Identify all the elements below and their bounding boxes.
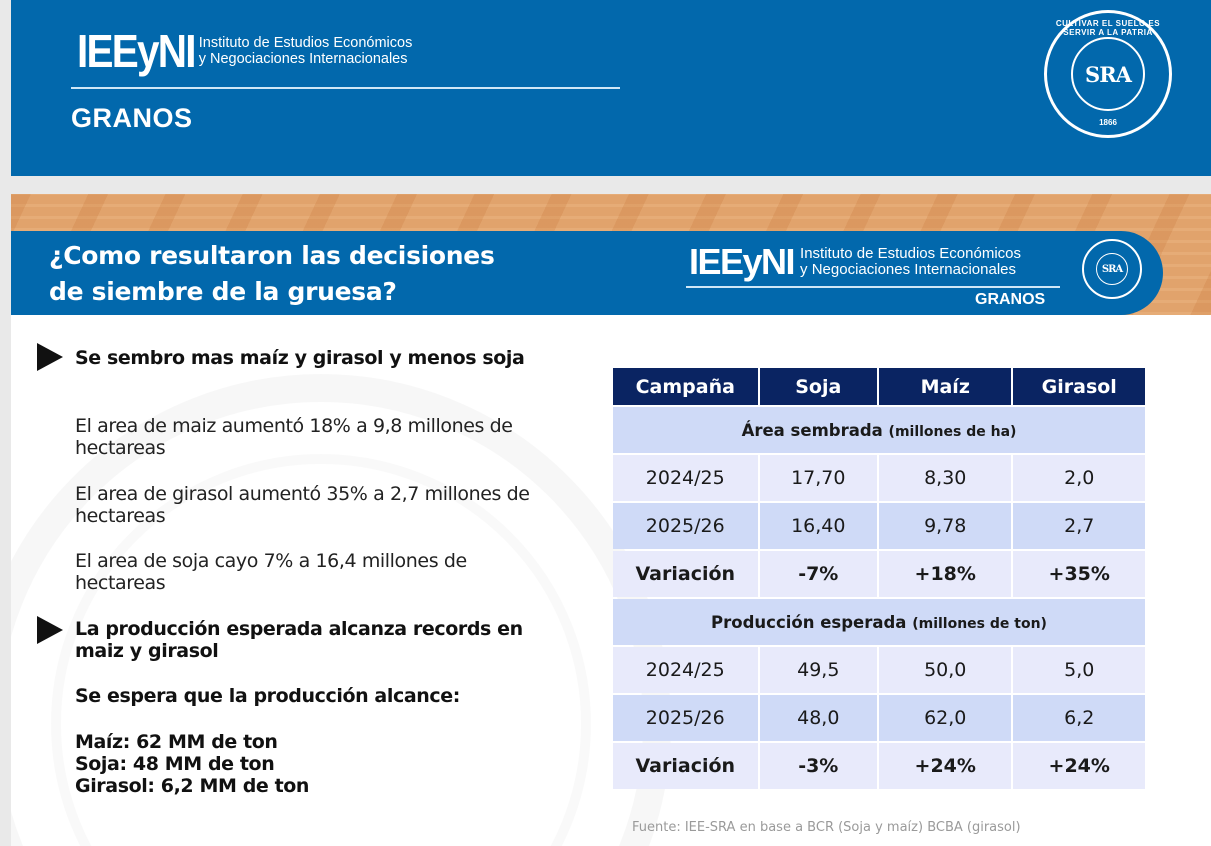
bullet-paragraph: El area de girasol aumentó 35% a 2,7 mil… [75, 483, 530, 527]
table-header-row: Campaña Soja Maíz Girasol [613, 368, 1145, 405]
variation-row: Variación -3% +24% +24% [613, 743, 1145, 789]
seal-inner-ring: SRA [1071, 37, 1145, 111]
production-item: Maíz: 62 MM de ton [75, 731, 278, 753]
source-note: Fuente: IEE-SRA en base a BCR (Soja y ma… [632, 820, 1021, 835]
production-item: Soja: 48 MM de ton [75, 753, 275, 775]
divider [686, 286, 1060, 288]
crop-data-table: Campaña Soja Maíz Girasol Área sembrada … [611, 366, 1147, 791]
top-header: IEEyNI Instituto de Estudios Económicos … [11, 0, 1211, 176]
bullet-arrow-icon [37, 343, 63, 371]
table-cell: Variación [613, 743, 758, 789]
table-cell: 17,70 [759, 455, 877, 501]
variation-row: Variación -7% +18% +35% [613, 551, 1145, 597]
column-header: Campaña [613, 368, 758, 405]
bullet-arrow-icon [37, 616, 63, 644]
logo-subtitle-line1: Instituto de Estudios Económicos [800, 245, 1021, 262]
section-title: Área sembrada (millones de ha) [613, 407, 1145, 453]
section-label: GRANOS [975, 291, 1046, 308]
seal-inner-ring: SRA [1096, 253, 1128, 285]
brand-badge [671, 231, 1163, 315]
slide-title-line2: de siembre de la gruesa? [49, 277, 397, 306]
logo-subtitle: Instituto de Estudios Económicos y Negoc… [800, 246, 1021, 278]
table-row: 2024/25 49,5 50,0 5,0 [613, 647, 1145, 693]
section-title-text: Producción esperada [711, 612, 907, 632]
slide-title: ¿Como resultaron las decisiones de siemb… [49, 238, 495, 310]
logo-mark: IEEyNI [689, 241, 796, 282]
table-row: 2025/26 16,40 9,78 2,7 [613, 503, 1145, 549]
slide: ¿Como resultaron las decisiones de siemb… [11, 194, 1211, 846]
column-header: Girasol [1013, 368, 1145, 405]
table-cell: 50,0 [878, 647, 1012, 693]
table-cell: 9,78 [878, 503, 1012, 549]
table-cell: 2025/26 [613, 503, 758, 549]
section-row: Producción esperada (millones de ton) [613, 599, 1145, 645]
table-cell: 2024/25 [613, 455, 758, 501]
table-cell: 16,40 [759, 503, 877, 549]
table-cell: 5,0 [1013, 647, 1145, 693]
section-label: GRANOS [71, 103, 193, 133]
seal-center-text: SRA [1101, 263, 1123, 275]
table-cell: +24% [1013, 743, 1145, 789]
table-cell: 2025/26 [613, 695, 758, 741]
logo-subtitle: Instituto de Estudios Económicos y Negoc… [199, 35, 413, 67]
ieeyni-logo: IEEyNI Instituto de Estudios Económicos … [77, 28, 412, 74]
section-unit: (millones de ha) [888, 423, 1017, 440]
bullet-heading: Se sembro mas maíz y girasol y menos soj… [75, 347, 525, 369]
ieeyni-logo-small: IEEyNI Instituto de Estudios Económicos … [689, 244, 1021, 280]
production-item: Girasol: 6,2 MM de ton [75, 775, 310, 797]
seal-ring-text: CULTIVAR EL SUELO ES SERVIR A LA PATRIA [1055, 19, 1161, 37]
sra-seal-icon: CULTIVAR EL SUELO ES SERVIR A LA PATRIA … [1044, 10, 1172, 138]
seal-year: 1866 [1099, 118, 1117, 127]
table-cell: +24% [878, 743, 1012, 789]
table-cell: 6,2 [1013, 695, 1145, 741]
table-cell: 2024/25 [613, 647, 758, 693]
seal-center-text: SRA [1085, 61, 1132, 87]
column-header: Maíz [878, 368, 1012, 405]
table-cell: +35% [1013, 551, 1145, 597]
table-cell: 2,7 [1013, 503, 1145, 549]
bullet-paragraph: El area de maiz aumentó 18% a 9,8 millon… [75, 415, 513, 459]
divider [71, 87, 620, 89]
table-cell: -3% [759, 743, 877, 789]
bullet-paragraph: El area de soja cayo 7% a 16,4 millones … [75, 550, 467, 594]
section-title-text: Área sembrada [741, 420, 883, 440]
table-row: 2025/26 48,0 62,0 6,2 [613, 695, 1145, 741]
table-row: 2024/25 17,70 8,30 2,0 [613, 455, 1145, 501]
table-cell: 62,0 [878, 695, 1012, 741]
title-band [11, 231, 685, 315]
table-cell: Variación [613, 551, 758, 597]
bullet-intro: Se espera que la producción alcance: [75, 685, 460, 707]
slide-title-line1: ¿Como resultaron las decisiones [49, 241, 495, 270]
section-unit: (millones de ton) [912, 615, 1047, 632]
table-cell: +18% [878, 551, 1012, 597]
sra-seal-icon: SRA [1082, 239, 1142, 299]
logo-subtitle-line2: y Negociaciones Internacionales [800, 261, 1017, 278]
column-header: Soja [759, 368, 877, 405]
table-cell: 8,30 [878, 455, 1012, 501]
bullet-heading: La producción esperada alcanza records e… [75, 618, 523, 662]
table-cell: 49,5 [759, 647, 877, 693]
logo-subtitle-line1: Instituto de Estudios Económicos [198, 35, 413, 51]
logo-subtitle-line2: y Negociaciones Internacionales [198, 51, 408, 67]
table-cell: 2,0 [1013, 455, 1145, 501]
table-cell: -7% [759, 551, 877, 597]
table-cell: 48,0 [759, 695, 877, 741]
logo-mark: IEEyNI [77, 25, 196, 77]
section-title: Producción esperada (millones de ton) [613, 599, 1145, 645]
section-row: Área sembrada (millones de ha) [613, 407, 1145, 453]
